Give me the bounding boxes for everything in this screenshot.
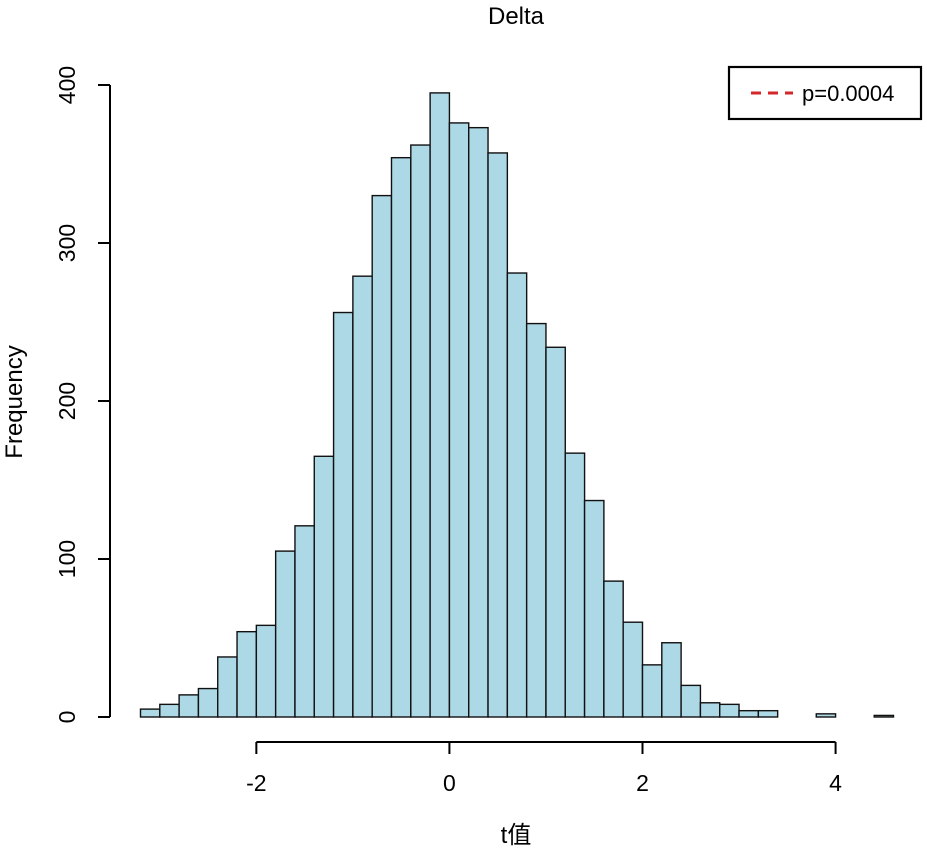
histogram-bar — [545, 346, 566, 718]
histogram-bar — [410, 144, 431, 718]
histogram-bar — [525, 322, 547, 718]
histogram-bar — [468, 126, 489, 718]
histogram-bar — [255, 624, 277, 718]
histogram-bar — [699, 702, 721, 718]
y-axis: 0 100 200 300 400 — [54, 66, 111, 724]
histogram-bar — [661, 642, 682, 718]
y-tick-label: 0 — [54, 711, 80, 724]
histogram-bars — [139, 92, 895, 718]
histogram-bar — [641, 664, 663, 718]
histogram-bar — [564, 452, 586, 718]
chart-title: Delta — [488, 3, 545, 30]
x-axis: -2 0 2 4 — [246, 741, 842, 796]
histogram-bar — [873, 714, 895, 718]
histogram-bar — [159, 703, 180, 718]
x-tick-label: 4 — [829, 770, 842, 796]
histogram-bar — [506, 272, 528, 718]
x-tick-label: 2 — [636, 770, 649, 796]
histogram-bar — [448, 122, 470, 718]
y-tick-label: 400 — [54, 66, 80, 104]
histogram-bar — [583, 499, 605, 718]
histogram-bar — [294, 525, 315, 718]
y-tick-label: 300 — [54, 224, 80, 262]
legend: p=0.0004 — [727, 65, 923, 121]
histogram-bar — [390, 156, 412, 718]
histogram-bar — [487, 152, 509, 718]
histogram-bar — [622, 621, 644, 718]
histogram-bar — [371, 194, 393, 718]
histogram-bar — [236, 630, 258, 718]
histogram-bar — [738, 709, 760, 718]
x-axis-label: t值 — [501, 822, 532, 849]
histogram-bar — [603, 580, 624, 718]
histogram-bar — [815, 713, 837, 718]
histogram-bar — [352, 275, 373, 718]
histogram-bar — [429, 92, 451, 718]
x-tick-label: 0 — [443, 770, 456, 796]
histogram-bar — [757, 709, 779, 718]
x-tick-label: -2 — [246, 770, 266, 796]
histogram-bar — [197, 687, 219, 718]
histogram-bar — [274, 550, 296, 718]
histogram-bar — [680, 684, 702, 718]
histogram-bar — [332, 311, 354, 718]
histogram-bar — [217, 656, 238, 718]
histogram-bar — [139, 708, 161, 718]
histogram-bar — [178, 694, 200, 718]
histogram-bar — [719, 703, 740, 718]
legend-entry-label: p=0.0004 — [802, 81, 894, 106]
histogram-bar — [313, 455, 335, 718]
y-axis-label: Frequency — [1, 345, 28, 458]
y-tick-label: 200 — [54, 382, 80, 420]
y-tick-label: 100 — [54, 540, 80, 578]
